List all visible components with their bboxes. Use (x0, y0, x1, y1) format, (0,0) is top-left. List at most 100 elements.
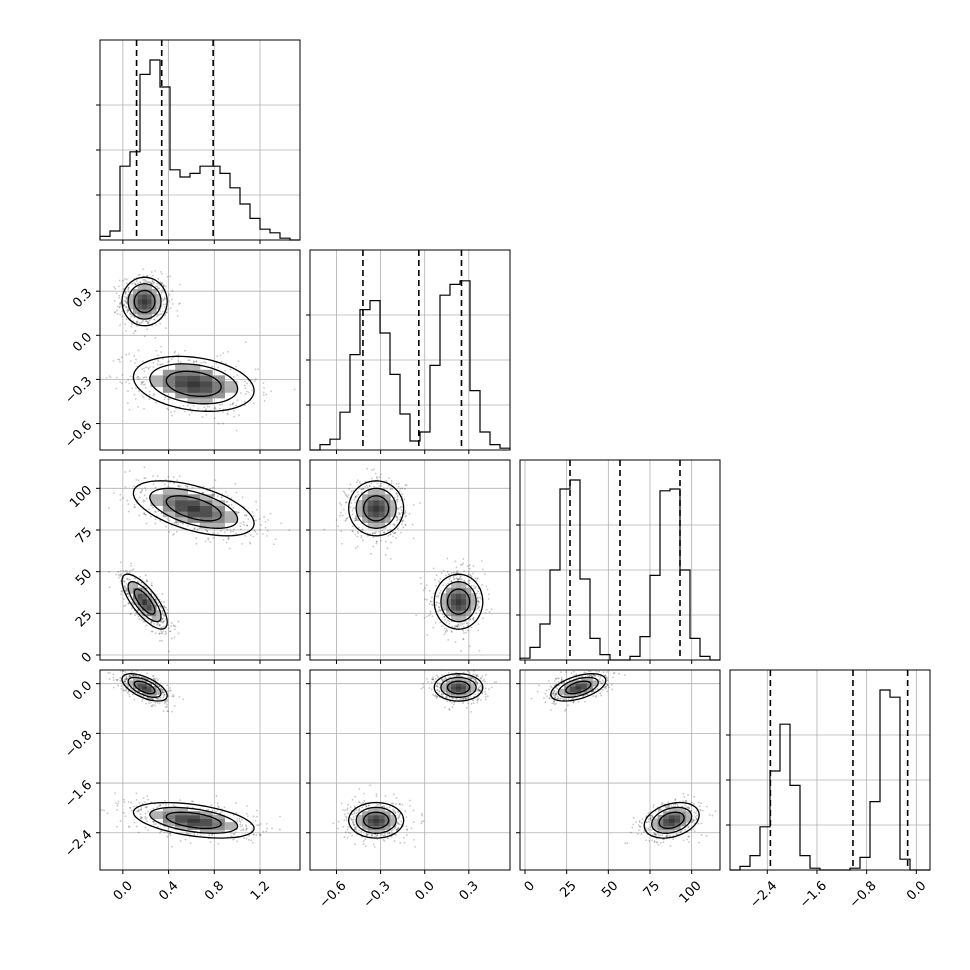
density-cell (146, 604, 153, 611)
density-cell (151, 615, 157, 622)
x-tick-label: −2.4 (747, 878, 780, 911)
density-cell (674, 811, 681, 816)
density-cell (558, 688, 565, 693)
density-cell (137, 593, 143, 600)
density-cell (199, 811, 213, 816)
density-cell (175, 825, 189, 830)
density-cell (680, 822, 687, 827)
contour-line (165, 370, 222, 397)
density-cell (142, 284, 148, 290)
density-cell (187, 511, 201, 518)
density-cell (451, 685, 457, 690)
grid-lines (310, 250, 510, 450)
density-cell (378, 488, 386, 495)
density-cell (128, 680, 134, 684)
density-cell (175, 392, 189, 399)
density-cell (465, 587, 472, 594)
density-cell (175, 488, 189, 495)
density-cell (146, 298, 153, 305)
panel-frame (309, 459, 511, 661)
density-cell (446, 685, 452, 690)
density-cell (224, 386, 238, 393)
density-cell (441, 593, 447, 600)
density-cell (378, 511, 386, 518)
density-cell (446, 598, 452, 605)
hist-panel-p2 (516, 459, 721, 664)
density-cell (456, 604, 462, 611)
panel-p0-vs-p1 (96, 249, 301, 454)
density-cell (224, 825, 238, 830)
density-cell (162, 814, 176, 819)
density-cell (142, 604, 148, 611)
density-cell (657, 814, 664, 819)
density-cell (651, 818, 659, 823)
density-cell (187, 369, 201, 376)
density-cell (668, 807, 675, 812)
density-cell (378, 807, 386, 812)
density-cell (470, 598, 477, 605)
density-cell (156, 610, 162, 617)
density-cell (362, 825, 369, 830)
density-cell (142, 294, 148, 300)
density-cell (373, 516, 380, 523)
density-cell (461, 677, 467, 681)
density-cell (470, 688, 477, 693)
density-cell (362, 811, 369, 816)
density-cell (212, 375, 226, 382)
density-cell (175, 505, 189, 512)
density-cell (581, 683, 588, 687)
density-cell (212, 814, 226, 819)
density-cell (146, 593, 153, 600)
density-cell (575, 688, 582, 693)
density-cell (175, 818, 189, 823)
contour-line (348, 801, 405, 839)
density-cell (187, 386, 201, 393)
density-cell (151, 598, 157, 605)
density-cell (441, 688, 447, 693)
y-tick-label: 75 (73, 525, 95, 547)
density-cell (199, 369, 213, 376)
density-region (323, 467, 493, 652)
density-cell (199, 511, 213, 518)
density-cell (367, 807, 374, 812)
density-cell (575, 685, 582, 690)
contour-line (440, 581, 477, 623)
density-cell (142, 683, 148, 687)
contour-line (121, 673, 168, 702)
density-cell (378, 822, 386, 827)
density-cell (367, 814, 374, 819)
density-cell (362, 516, 369, 523)
panel-p0-vs-p3 (96, 669, 301, 874)
density-cell (162, 488, 176, 495)
grid-lines (100, 40, 300, 240)
density-cell (151, 694, 157, 698)
density-cell (456, 683, 462, 687)
panel-frame (99, 39, 301, 241)
density-cell (451, 694, 457, 698)
density-cell (465, 598, 472, 605)
density-cell (175, 807, 189, 812)
density-cell (390, 822, 397, 827)
density-cell (162, 499, 176, 507)
density-cell (451, 598, 457, 605)
density-cell (441, 685, 447, 690)
density-cell (133, 677, 139, 681)
density-cell (674, 814, 681, 819)
density-cell (674, 822, 681, 827)
density-cell (137, 298, 143, 305)
density-cell (199, 822, 213, 827)
contour-line (121, 276, 168, 327)
density-cell (175, 499, 189, 507)
contour-line (165, 811, 222, 830)
density-cell (146, 598, 153, 605)
y-tick-label: 0 (79, 650, 95, 666)
density-cell (133, 308, 139, 315)
contour-line (132, 801, 255, 839)
density-cell (446, 680, 452, 684)
density-cell (367, 822, 374, 827)
contour-line (149, 806, 239, 834)
density-cell (146, 284, 153, 290)
density-cell (162, 807, 176, 812)
density-cell (373, 829, 380, 834)
